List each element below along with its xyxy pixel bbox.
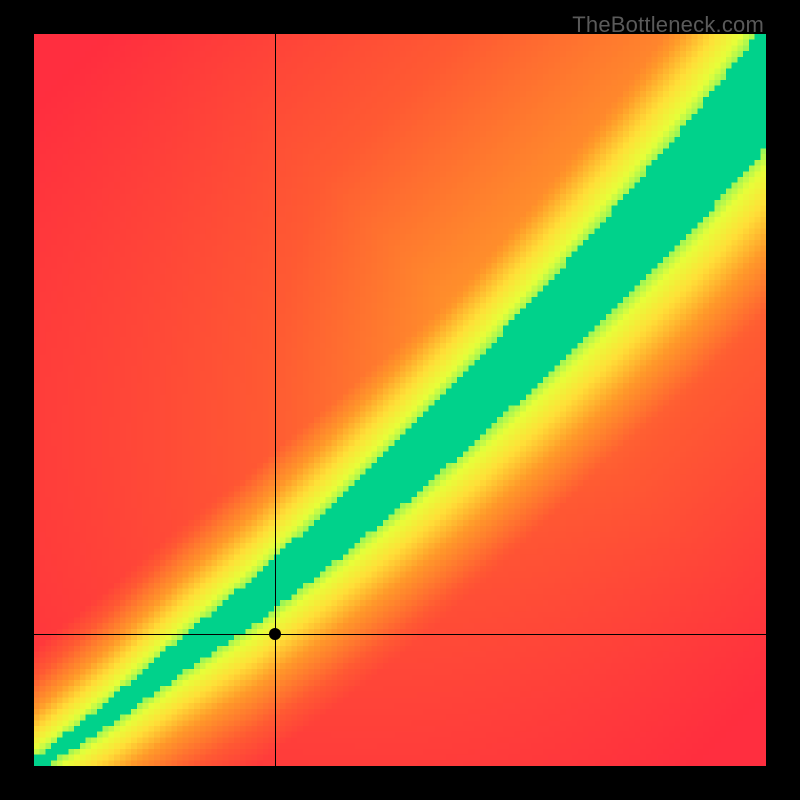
watermark-text: TheBottleneck.com: [572, 12, 764, 38]
heatmap-canvas: [34, 34, 766, 766]
frame: TheBottleneck.com: [0, 0, 800, 800]
crosshair-horizontal: [34, 634, 766, 635]
heatmap-plot: [34, 34, 766, 766]
crosshair-vertical: [275, 34, 276, 766]
selection-marker: [269, 628, 281, 640]
